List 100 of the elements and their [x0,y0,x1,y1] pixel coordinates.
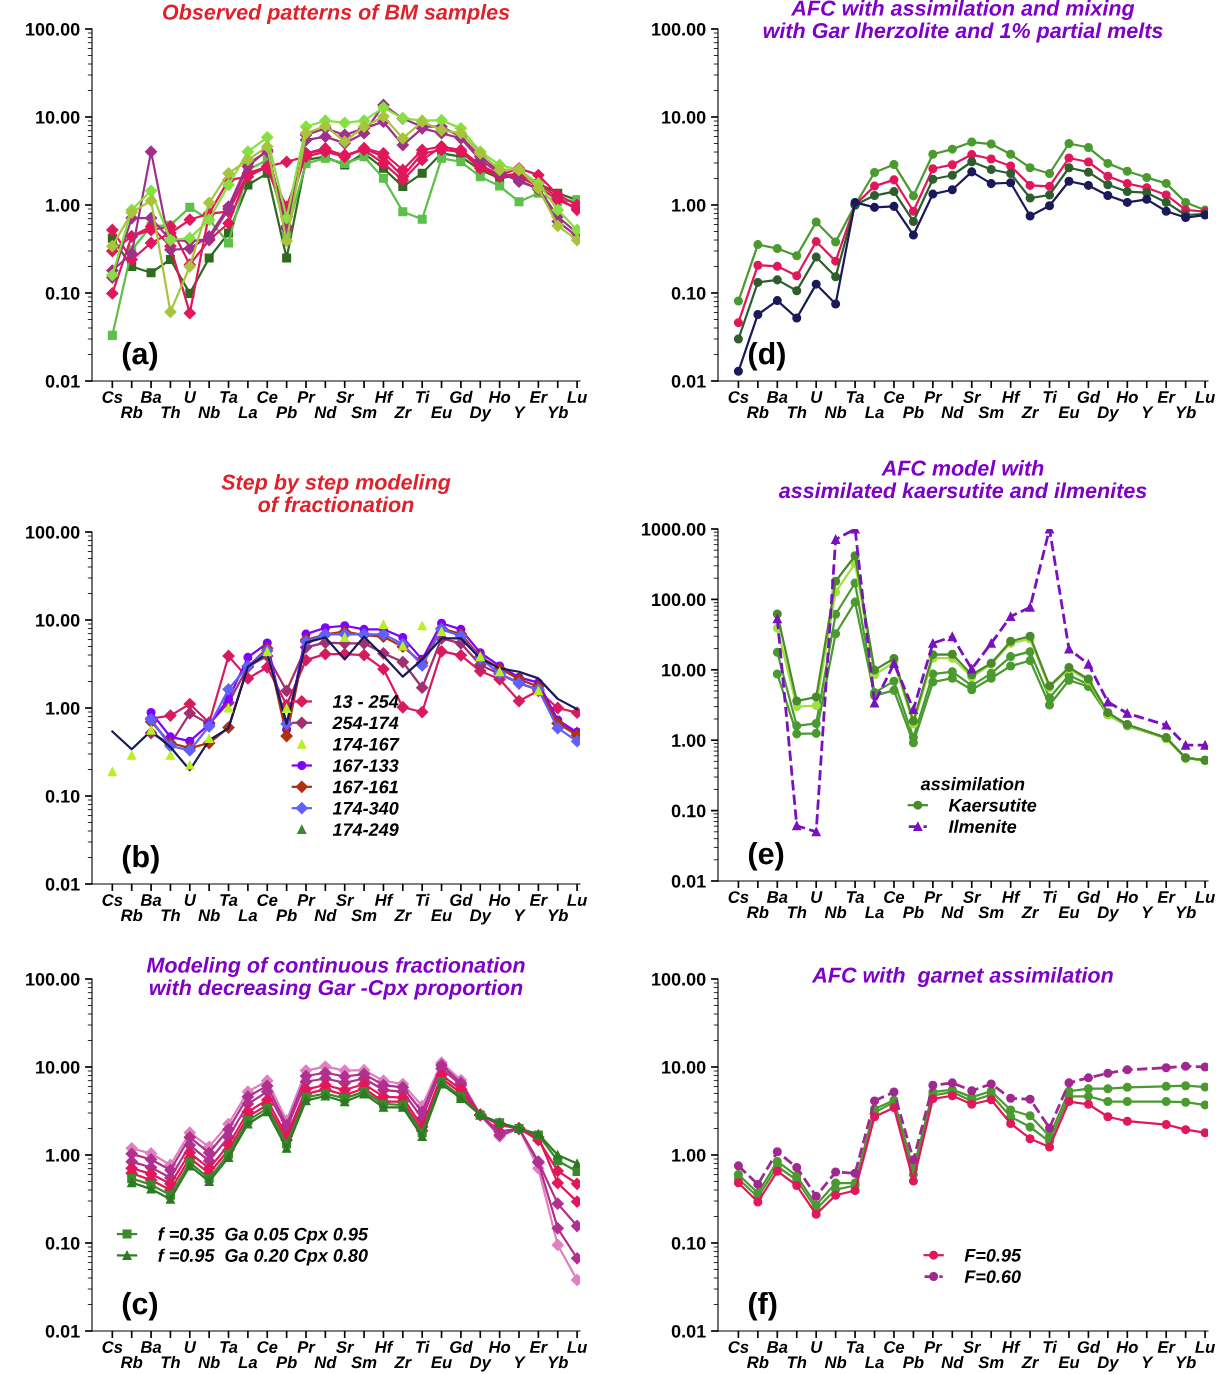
x-tick-label: Sm [351,406,377,419]
x-tick-label: Pb [276,909,297,922]
x-tick-label: Th [787,406,807,419]
x-tick-label: Ti [416,390,430,403]
x-tick-label: U [811,391,823,403]
x-tick-label: Sm [351,909,377,922]
x-tick-label: Eu [431,406,452,419]
x-tick-label: Nd [941,906,964,919]
x-tick-label: Ti [416,1340,430,1353]
y-tick-label: 10.00 [662,1060,706,1074]
x-tick-label: Sm [978,1356,1004,1369]
x-tick-label: Yb [548,909,568,922]
legend-title: assimilation [920,777,1025,791]
chart-title: AFC with assimilation and mixing with Gar lherzolite and 1% partial melts [763,0,1163,43]
x-tick-label: Zr [1021,906,1040,919]
x-tick-label: Ti [1043,890,1058,903]
x-tick-label: Th [787,906,807,919]
x-tick-label: Pr [924,891,943,903]
x-tick-label: Lu [567,391,587,403]
x-tick-label: Hf [374,1340,394,1353]
x-tick-label: Nd [314,1356,337,1369]
x-tick-label: Rb [120,406,143,419]
x-tick-label: Sr [336,1341,355,1353]
x-tick-label: U [184,894,197,906]
x-tick-label: Dy [1097,1356,1120,1372]
y-tick-label: 0.10 [45,286,80,300]
x-tick-label: Dy [469,406,492,422]
x-tick-label: Cs [728,1341,749,1353]
x-tick-label: Y [1142,906,1154,919]
x-tick-label: Gd [1077,890,1101,903]
x-tick-label: Ba [766,891,788,903]
annotation: (c) [122,1291,158,1321]
x-tick-label: Sr [963,891,982,903]
chart-title: Modeling of continuous fractionation with decreasing Gar -Cpx proportion [146,957,525,1000]
y-tick-label: 1.00 [672,734,706,747]
x-tick-label: Th [161,1356,180,1369]
x-tick-label: Zr [394,909,412,922]
x-tick-label: Th [787,1356,807,1369]
legend-label: F=0.60 [964,1270,1021,1284]
x-tick-label: Ce [884,1341,905,1353]
legend-label: 13 - 254 [332,695,399,708]
x-tick-label: Nb [198,1356,220,1369]
y-tick-label: 1.00 [46,198,80,212]
x-tick-label: Nb [824,906,847,919]
y-tick-label: 100.00 [26,525,80,539]
x-tick-label: Ho [488,391,511,403]
x-tick-label: Pb [903,906,924,919]
chart-title: Observed patterns of BM samples [163,4,510,25]
legend-label: 167-161 [332,780,398,794]
x-tick-label: Yb [1176,406,1196,419]
x-tick-label: Lu [1195,1341,1215,1353]
legend-label: 254-174 [332,716,399,730]
x-tick-label: Pr [924,1341,943,1353]
x-tick-label: Ce [884,391,905,403]
x-tick-label: Sr [963,1341,982,1353]
x-tick-label: Nb [198,406,220,419]
x-tick-label: Y [1142,1356,1154,1369]
x-tick-label: Th [161,406,180,419]
x-tick-label: Cs [102,894,123,906]
x-tick-label: Ta [220,894,238,906]
x-tick-label: U [811,1341,823,1353]
x-tick-label: Ba [766,391,788,403]
y-tick-label: 0.01 [671,874,706,888]
x-tick-label: Zr [394,1356,412,1369]
x-tick-label: Ho [1116,1341,1138,1353]
legend-label: 174-340 [332,801,399,815]
y-tick-label: 1.00 [46,701,80,715]
x-tick-label: Er [529,894,548,906]
x-tick-label: Ba [140,894,162,906]
x-tick-label: Gd [450,390,473,403]
x-tick-label: Rb [747,906,769,919]
x-tick-label: Sr [336,391,355,403]
x-tick-label: U [811,891,823,903]
x-tick-label: Gd [1077,390,1101,403]
x-tick-label: Ho [1116,891,1138,903]
x-tick-label: Ti [1043,390,1058,403]
x-tick-label: Ti [416,893,430,906]
x-tick-label: La [238,909,258,922]
x-tick-label: Zr [1021,1356,1040,1369]
x-tick-label: Cs [728,891,749,903]
y-tick-label: 100.00 [26,22,80,36]
x-tick-label: Er [1157,1341,1176,1353]
y-tick-label: 1.00 [46,1148,80,1162]
legend-label: Ilmenite [948,819,1017,834]
legend-label: 174-167 [332,737,400,751]
y-tick-label: 0.10 [671,1236,706,1250]
x-tick-label: Eu [431,909,452,922]
y-tick-label: 100.00 [652,22,706,36]
x-tick-label: Hf [1002,1340,1021,1353]
x-tick-label: Hf [1002,890,1021,903]
x-tick-label: Rb [747,1356,769,1369]
x-tick-label: Rb [120,909,143,922]
x-tick-label: Lu [567,894,587,906]
x-tick-label: Eu [1058,906,1080,919]
x-tick-label: Nb [198,909,220,922]
x-tick-label: U [184,391,197,403]
x-tick-label: Pr [924,391,943,403]
y-tick-label: 0.10 [671,804,706,818]
x-tick-label: Ho [1116,391,1138,403]
legend-label: f =0.35 Ga 0.05 Cpx 0.95 [158,1227,369,1245]
